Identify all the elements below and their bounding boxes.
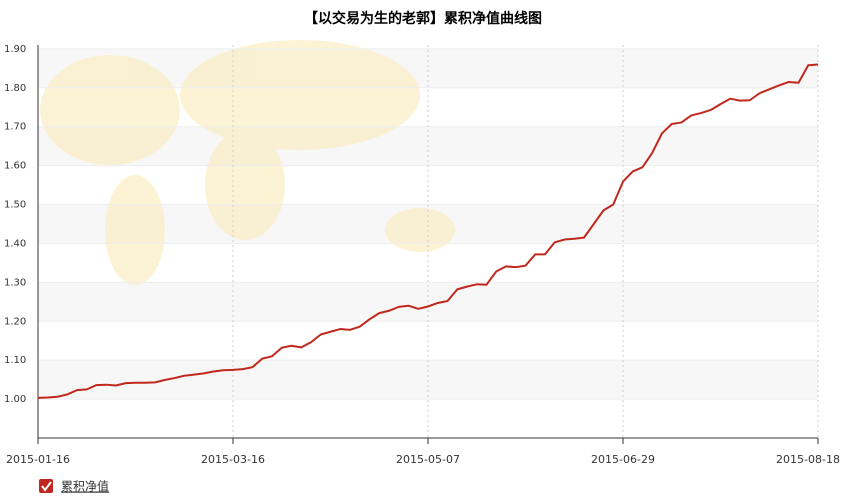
y-tick-label: 1.40 [4,238,26,249]
y-tick-label: 1.50 [4,200,26,211]
y-tick-label: 1.00 [4,394,26,405]
x-tick-label: 2015-08-18 [776,453,840,466]
y-tick-label: 1.60 [4,161,26,172]
y-tick-label: 1.80 [4,83,26,94]
y-tick-label: 1.10 [4,355,26,366]
legend-swatch[interactable] [39,479,53,493]
x-tick-label: 2015-06-29 [591,453,655,466]
series-line [37,63,819,399]
y-tick-label: 1.70 [4,122,26,133]
y-tick-label: 1.90 [4,44,26,55]
chart-title: 【以交易为生的老郭】累积净值曲线图 [304,10,542,27]
legend-check [41,481,52,492]
y-tick-label: 1.20 [4,316,26,327]
x-tick-label: 2015-05-07 [396,453,460,466]
map-background [40,40,455,285]
legend[interactable]: 累积净值 [39,479,109,494]
x-tick-label: 2015-01-16 [6,453,70,466]
x-tick-label: 2015-03-16 [201,453,265,466]
legend-label[interactable]: 累积净值 [61,479,109,494]
y-tick-label: 1.30 [4,277,26,288]
